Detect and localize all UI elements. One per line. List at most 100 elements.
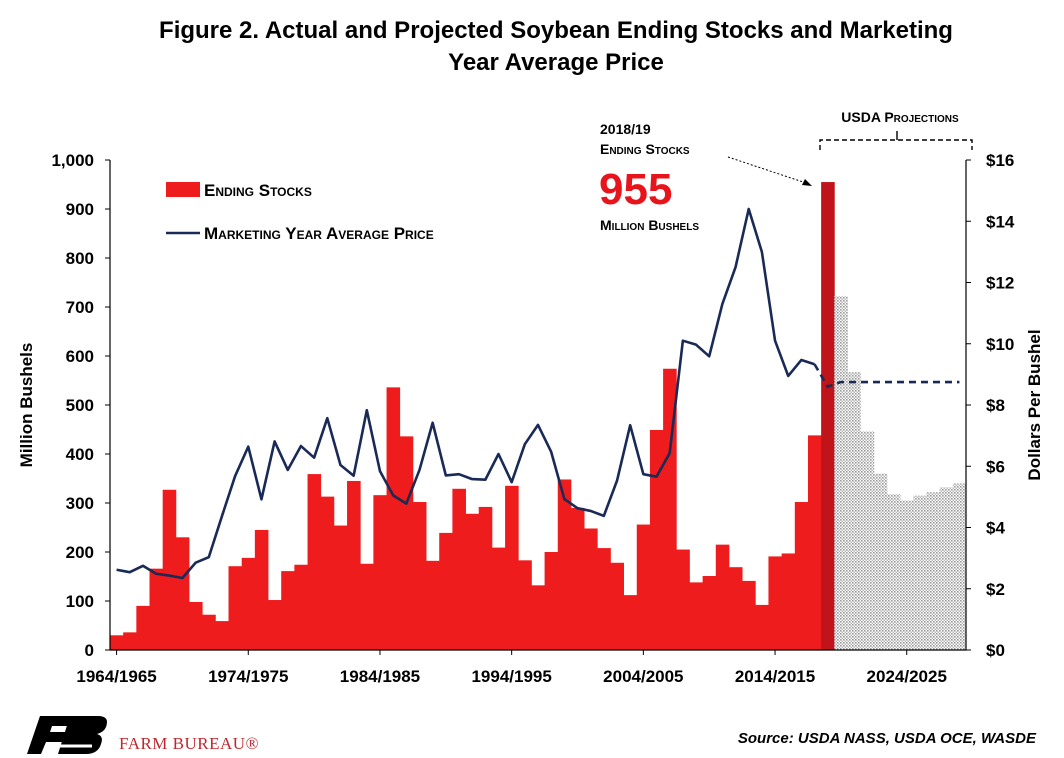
stock-bar-1974/1975 — [241, 557, 256, 650]
brand-name: FARM BUREAU® — [119, 734, 259, 753]
y-tick-label: 100 — [66, 592, 94, 611]
chart-title-line-2: Year Average Price — [448, 49, 664, 76]
stock-bar-2019/2020 — [834, 296, 848, 650]
callout: 2018/19 Ending Stocks 955 Million Bushel… — [599, 121, 812, 233]
y-tick-label: 0 — [85, 641, 94, 660]
stock-bar-1976/1977 — [268, 600, 282, 650]
stock-bar-2020/2021 — [847, 372, 862, 650]
stock-bar-1991/1992 — [465, 513, 480, 650]
stock-bar-2014/2015 — [768, 556, 783, 650]
y2-tick-label: $0 — [986, 641, 1005, 660]
stock-bar-1966/1967 — [136, 605, 150, 650]
stock-bar-1967/1968 — [149, 568, 164, 650]
stock-bar-2011/2012 — [728, 567, 743, 650]
x-tick-label: 1984/1985 — [340, 667, 420, 686]
stock-bar-1973/1974 — [228, 566, 243, 650]
stock-bar-1975/1976 — [254, 529, 269, 650]
y2-axis-ticks: $0 $2 $4 $6 $8 $10 $12 $14 $16 — [966, 151, 1015, 660]
stock-bar-1980/1981 — [320, 496, 335, 650]
legend: Ending Stocks Marketing Year Average Pri… — [166, 181, 434, 243]
stock-bar-2016/2017 — [794, 502, 809, 650]
y-tick-label: 200 — [66, 543, 94, 562]
stock-bar-1968/1969 — [162, 489, 177, 650]
y-tick-label: 500 — [66, 396, 94, 415]
chart-title-line-1: Figure 2. Actual and Projected Soybean E… — [159, 17, 953, 44]
stock-bar-2007/2008 — [676, 549, 690, 650]
stock-bar-2026/2027 — [926, 492, 941, 650]
stock-bar-1996/1997 — [531, 585, 545, 650]
y-tick-label: 800 — [66, 249, 94, 268]
stock-bar-1982/1983 — [347, 480, 361, 650]
legend-price-label: Marketing Year Average Price — [204, 224, 434, 243]
stock-bar-2017/2018 — [807, 435, 822, 650]
y2-tick-label: $14 — [986, 212, 1015, 231]
projections-bracket: USDA Projections — [819, 109, 973, 150]
y2-tick-label: $6 — [986, 457, 1005, 476]
stock-bar-1964/1965 — [110, 635, 124, 650]
y2-tick-label: $8 — [986, 396, 1005, 415]
y-tick-label: 1,000 — [51, 151, 94, 170]
callout-arrowhead — [802, 179, 812, 186]
y2-tick-label: $2 — [986, 580, 1005, 599]
y-tick-label: 300 — [66, 494, 94, 513]
stock-bar-2005/2006 — [649, 429, 664, 650]
legend-stocks-label: Ending Stocks — [204, 181, 312, 200]
callout-arrow-line — [727, 156, 807, 184]
stock-bar-2003/2004 — [623, 595, 638, 650]
y-tick-label: 900 — [66, 200, 94, 219]
stock-bar-1981/1982 — [333, 525, 348, 650]
stock-bar-2021/2022 — [860, 431, 875, 650]
y-tick-label: 600 — [66, 347, 94, 366]
y-tick-label: 700 — [66, 298, 94, 317]
stock-bar-2027/2028 — [939, 487, 954, 650]
stock-bar-2001/2002 — [597, 548, 611, 650]
stock-bar-2028/2029 — [952, 483, 967, 650]
stock-bar-1985/1986 — [386, 387, 401, 650]
stock-bar-1972/1973 — [215, 621, 229, 650]
x-tick-label: 1974/1975 — [208, 667, 288, 686]
y2-tick-label: $4 — [986, 519, 1005, 538]
stock-bar-1997/1998 — [544, 552, 559, 650]
stock-bar-2002/2003 — [610, 562, 624, 650]
stock-bar-1993/1994 — [491, 547, 506, 650]
stock-bar-1969/1970 — [175, 537, 190, 650]
projections-label: USDA Projections — [841, 109, 959, 125]
stock-bar-2024/2025 — [900, 500, 914, 650]
stock-bar-1992/1993 — [478, 506, 493, 650]
y-axis-ticks: 0 100 200 300 400 500 600 700 800 900 1,000 — [51, 151, 110, 660]
y-tick-label: 400 — [66, 445, 94, 464]
stock-bar-1971/1972 — [202, 614, 216, 650]
callout-year: 2018/19 — [600, 121, 651, 137]
stock-bar-2013/2014 — [755, 604, 769, 650]
stock-bar-2022/2023 — [873, 473, 888, 650]
stock-bar-1999/2000 — [570, 507, 585, 650]
y2-tick-label: $12 — [986, 274, 1014, 293]
price-line — [116, 207, 960, 580]
x-tick-label: 1964/1965 — [76, 667, 156, 686]
callout-unit: Million Bushels — [600, 217, 699, 233]
stock-bar-1998/1999 — [557, 479, 572, 650]
price-line-projected — [813, 363, 960, 389]
stock-bars — [110, 182, 967, 651]
callout-subtitle: Ending Stocks — [600, 141, 690, 157]
stock-bar-1983/1984 — [360, 563, 374, 650]
stock-bar-2004/2005 — [636, 524, 651, 650]
x-tick-label: 2014/2015 — [735, 667, 815, 686]
stock-bar-1978/1979 — [294, 564, 308, 650]
y2-axis-label: Dollars Per Bushel — [1025, 329, 1044, 480]
stock-bar-2012/2013 — [742, 580, 756, 650]
stock-bar-1979/1980 — [307, 474, 322, 650]
stock-bar-1984/1985 — [373, 495, 387, 650]
stock-bar-1987/1988 — [412, 502, 427, 650]
stock-bar-2008/2009 — [689, 582, 704, 650]
x-tick-label: 2004/2005 — [603, 667, 683, 686]
stock-bar-2010/2011 — [715, 544, 730, 650]
stock-bar-2006/2007 — [663, 368, 677, 650]
stock-bar-1989/1990 — [439, 532, 453, 650]
y2-tick-label: $16 — [986, 151, 1014, 170]
farm-bureau-logo-icon — [27, 716, 107, 754]
price-line-actual — [116, 207, 815, 580]
projections-bracket-line — [819, 139, 973, 150]
source-note: Source: USDA NASS, USDA OCE, WASDE — [738, 730, 1037, 747]
stock-bar-2000/2001 — [584, 528, 598, 650]
